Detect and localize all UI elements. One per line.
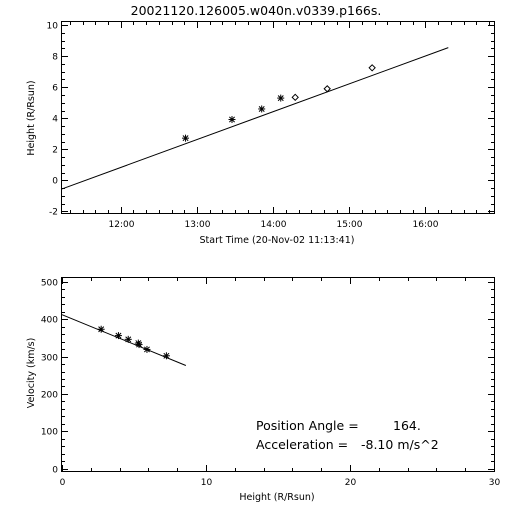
x-tick-label: 30 [489,478,501,488]
height-time-plot-frame [61,21,495,214]
height-time-x-axis-label: Start Time (20-Nov-02 11:13:41) [200,235,355,246]
figure-title: 20021120.126005.w040n.v0339.p166s. [131,3,382,18]
x-tick-label: 13:00 [185,220,211,230]
velocity-height-y-axis-label: Velocity (km/s) [26,338,37,409]
y-tick-label: -2 [49,208,58,218]
acceleration-value: -8.10 m/s^2 [361,437,439,452]
y-tick-label: 2 [52,146,58,156]
height-point-asterisk [228,116,236,124]
acceleration-label: Acceleration = [256,437,348,452]
velocity-height-x-axis-label: Height (R/Rsun) [239,492,314,503]
velocity-point-asterisk [135,341,143,349]
y-tick-label: 300 [41,354,58,364]
velocity-point-asterisk [114,332,122,340]
velocity-point-asterisk [143,345,151,353]
position-angle-value: 164. [393,418,421,433]
y-tick-label: 0 [52,466,58,476]
velocity-point-asterisk [97,325,105,333]
y-tick-label: 4 [52,115,58,125]
velocity-height-plot-frame [61,277,495,472]
height-time-panel: 12:00 13:00 14:00 15:00 16:00 -2 0 2 4 6 8 10 Start… [26,21,495,246]
height-time-data-points [182,64,376,142]
velocity-height-data-points [97,325,170,360]
y-tick-label: 6 [52,84,58,94]
height-point-asterisk [182,134,190,142]
x-tick-label: 14:00 [261,220,287,230]
x-tick-label: 16:00 [413,220,439,230]
x-tick-label: 15:00 [337,220,363,230]
height-point-asterisk [277,94,285,102]
y-tick-label: 400 [41,316,58,326]
height-point-diamond [368,64,376,72]
height-point-diamond [323,85,331,93]
y-tick-label: 100 [41,428,58,438]
velocity-height-fit-line [61,314,187,366]
velocity-point-asterisk [162,352,170,360]
x-tick-label: 20 [345,478,357,488]
x-tick-label: 0 [60,478,66,488]
y-tick-label: 200 [41,391,58,401]
velocity-point-asterisk [124,335,132,343]
y-tick-label: 8 [52,53,58,63]
height-time-axis-ticks: 12:00 13:00 14:00 15:00 16:00 -2 0 2 4 6 8 10 [47,22,494,230]
y-tick-label: 0 [52,177,58,187]
height-time-y-axis-label: Height (R/Rsun) [26,80,37,155]
x-tick-label: 12:00 [109,220,135,230]
height-time-fit-line [61,47,449,190]
height-point-asterisk [258,105,266,113]
x-tick-label: 10 [201,478,213,488]
y-tick-label: 500 [41,279,58,289]
position-angle-label: Position Angle = [256,418,359,433]
height-point-diamond [291,93,299,102]
y-tick-label: 10 [47,22,59,32]
